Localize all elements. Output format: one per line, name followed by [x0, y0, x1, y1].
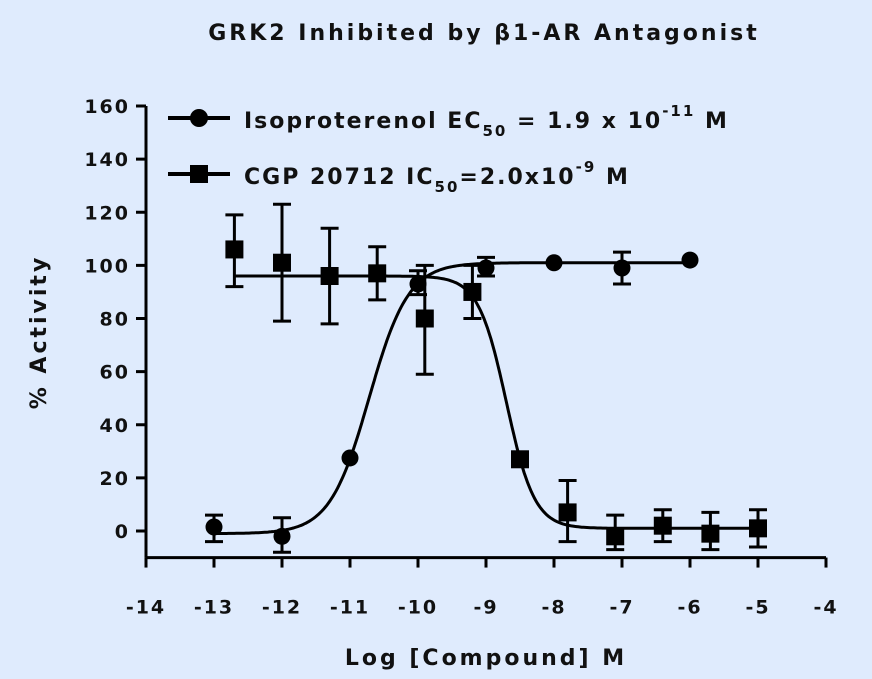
svg-text:Isoproterenol EC50 = 1.9 x 10-: Isoproterenol EC50 = 1.9 x 10-11 M [244, 102, 729, 140]
legend-item-isoproterenol: Isoproterenol EC50 = 1.9 x 10-11 M [168, 102, 729, 140]
x-tick-label: -14 [126, 597, 166, 619]
data-point-square [225, 240, 244, 259]
data-point-circle [409, 275, 427, 293]
legend-value: =2.0x10 [459, 165, 575, 190]
x-axis-label: Log [Compound] M [345, 646, 627, 671]
legend-subscript: 50 [435, 178, 460, 196]
x-tick-label: -8 [541, 597, 566, 619]
x-tick-label: -13 [194, 597, 234, 619]
legend-subscript: 50 [482, 122, 507, 140]
legend-value: = 1.9 x 10 [507, 109, 662, 134]
data-point-square [653, 516, 672, 535]
data-point-circle [681, 251, 699, 269]
data-point-square [701, 524, 720, 543]
legend-square-marker [190, 165, 208, 183]
y-tick-label: 80 [100, 309, 130, 331]
x-tick-label: -10 [398, 597, 438, 619]
data-point-square [368, 264, 387, 283]
legend-superscript: -9 [576, 158, 597, 176]
y-tick-label: 60 [100, 362, 130, 384]
data-marks [205, 202, 767, 554]
data-point-circle [273, 527, 291, 545]
x-tick-label: -5 [745, 597, 770, 619]
data-point-square [749, 519, 767, 538]
y-axis-label: % Activity [27, 255, 52, 410]
x-tick-label: -4 [813, 597, 838, 619]
data-point-square [606, 527, 625, 546]
fit-curve-0 [213, 261, 690, 536]
chart-title: GRK2 Inhibited by β1-AR Antagonist [208, 21, 760, 46]
data-point-circle [205, 518, 223, 536]
data-point-square [511, 450, 529, 469]
x-tick-label: -7 [609, 597, 634, 619]
fit-curves [213, 261, 758, 536]
y-tick-label: 40 [100, 415, 130, 437]
data-point-square [273, 253, 291, 272]
data-point-circle [613, 259, 631, 277]
y-tick-label: 120 [84, 202, 130, 224]
y-tick-label: 20 [100, 468, 130, 490]
axes: 0 20 40 60 80 100 120 140 160 -14 -13 -12 -11 -10 -9 -8… [84, 96, 838, 619]
x-tick-label: -11 [330, 597, 370, 619]
legend-unit: M [695, 109, 729, 134]
x-tick-label: -9 [473, 597, 498, 619]
legend: Isoproterenol EC50 = 1.9 x 10-11 M CGP 2… [168, 102, 729, 196]
legend-label: CGP 20712 IC [244, 165, 435, 190]
y-tick-label: 140 [84, 149, 130, 171]
data-point-square [415, 309, 434, 328]
svg-text:CGP 20712 IC50=2.0x10-9 M: CGP 20712 IC50=2.0x10-9 M [244, 158, 630, 196]
legend-superscript: -11 [662, 102, 695, 120]
legend-circle-marker [190, 109, 208, 127]
x-tick-label: -6 [677, 597, 702, 619]
data-point-square [558, 503, 577, 522]
legend-label: Isoproterenol EC [244, 109, 482, 134]
data-point-square [320, 267, 339, 285]
y-tick-label: 160 [84, 96, 130, 118]
y-tick-label: 100 [84, 255, 130, 277]
x-tick-label: -12 [262, 597, 302, 619]
data-point-circle [341, 449, 359, 467]
data-point-circle [545, 254, 563, 272]
y-tick-label: 0 [115, 521, 130, 543]
fit-curve-1 [234, 274, 758, 530]
data-point-square [463, 282, 482, 301]
data-point-circle [477, 259, 495, 277]
legend-unit: M [596, 165, 630, 190]
legend-item-cgp20712: CGP 20712 IC50=2.0x10-9 M [168, 158, 630, 196]
